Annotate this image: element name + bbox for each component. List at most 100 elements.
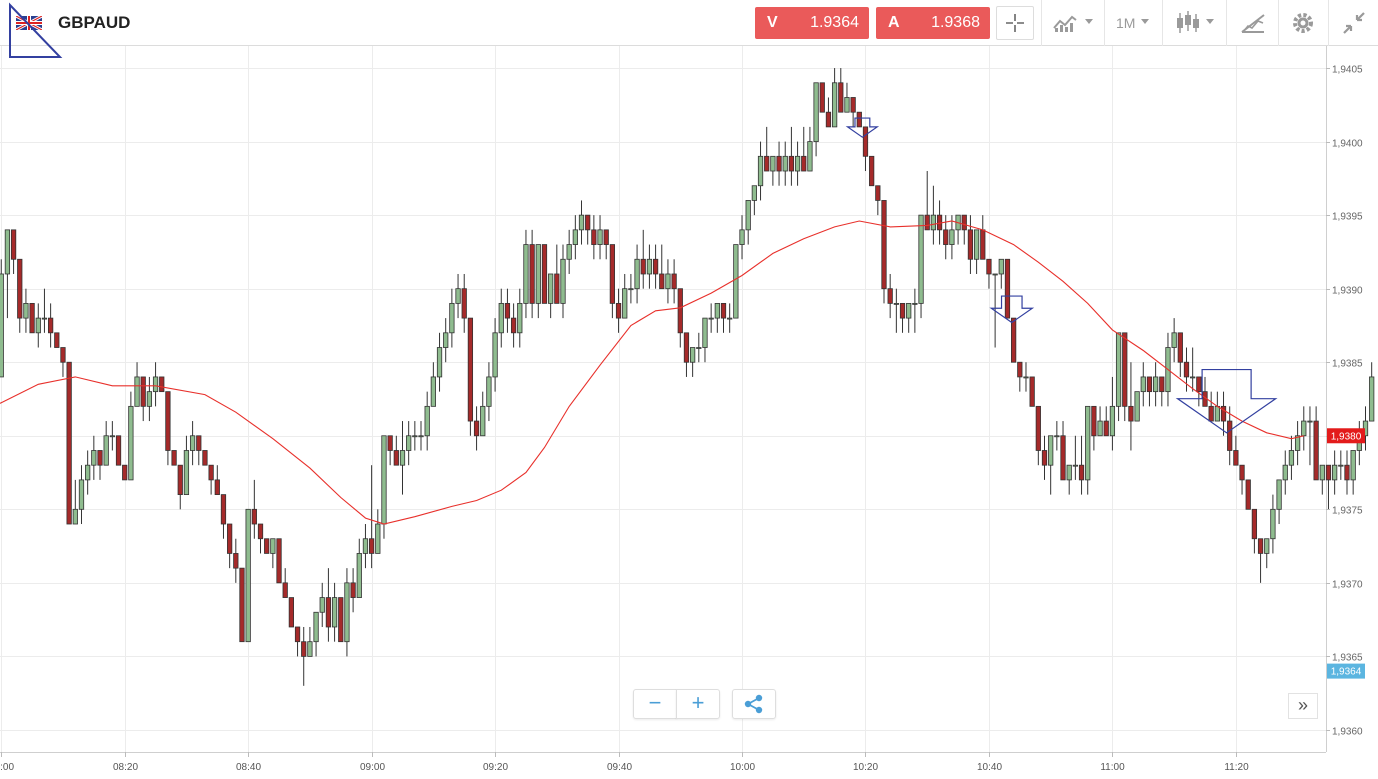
bear-candle-body bbox=[986, 258, 992, 275]
candle bbox=[387, 435, 393, 466]
bull-candle-body bbox=[1115, 332, 1122, 407]
bull-candle-body bbox=[319, 597, 325, 613]
bull-candle-body bbox=[751, 185, 757, 201]
sell-button[interactable]: V 1.9364 bbox=[755, 7, 869, 39]
indicators-button[interactable] bbox=[1050, 6, 1100, 40]
gear-icon bbox=[1293, 13, 1313, 33]
bear-candle-body bbox=[1257, 538, 1264, 554]
bull-candle-body bbox=[949, 229, 955, 245]
bear-candle-body bbox=[1239, 464, 1245, 481]
toolbar-separator bbox=[1328, 0, 1329, 46]
bull-candle-body bbox=[375, 523, 381, 554]
candle bbox=[1313, 406, 1319, 481]
bear-candle-body bbox=[1017, 361, 1023, 378]
candle bbox=[1017, 361, 1023, 392]
bull-candle-body bbox=[1319, 464, 1325, 481]
bull-candle-body bbox=[690, 347, 696, 363]
bull-candle-body bbox=[430, 376, 436, 407]
candle bbox=[1122, 332, 1128, 422]
bear-candle-body bbox=[788, 155, 795, 172]
bull-candle-body bbox=[399, 450, 406, 466]
candle bbox=[294, 626, 301, 657]
bull-candle-body bbox=[128, 405, 134, 481]
candle bbox=[708, 303, 714, 333]
bull-candle-body bbox=[412, 435, 418, 438]
candle bbox=[967, 215, 974, 274]
bull-candle-body bbox=[696, 347, 702, 349]
candle bbox=[1072, 435, 1078, 480]
candle bbox=[1245, 479, 1251, 510]
settings-button[interactable] bbox=[1284, 6, 1324, 40]
bull-candle-body bbox=[406, 435, 412, 451]
bear-candle-body bbox=[1103, 420, 1109, 437]
bull-candle-body bbox=[1214, 405, 1220, 422]
bull-candle-body bbox=[831, 82, 838, 128]
candle bbox=[1134, 391, 1140, 422]
bull-candle-body bbox=[548, 273, 554, 304]
bear-candle-body bbox=[1041, 450, 1048, 466]
candle bbox=[1233, 435, 1239, 466]
timeframe-dropdown[interactable]: 1M bbox=[1110, 6, 1158, 40]
x-tick-label: 09:20 bbox=[483, 762, 508, 773]
candle bbox=[1029, 376, 1035, 407]
bear-candle-body bbox=[510, 317, 517, 334]
bear-candle-body bbox=[850, 97, 856, 113]
candle bbox=[585, 214, 591, 245]
bull-candle-body bbox=[733, 244, 739, 319]
candle bbox=[893, 288, 899, 333]
bull-candle-body bbox=[331, 597, 338, 628]
bull-candle-body bbox=[739, 229, 745, 245]
x-tick-label: 08:00 bbox=[0, 762, 14, 773]
candle bbox=[510, 303, 517, 348]
zoom-out-button[interactable]: − bbox=[633, 689, 677, 719]
candle bbox=[591, 215, 597, 260]
candle bbox=[702, 317, 708, 363]
drawing-tools-button[interactable] bbox=[1234, 6, 1274, 40]
buy-letter: A bbox=[888, 14, 900, 31]
candle bbox=[671, 259, 677, 304]
bull-candle-body bbox=[745, 200, 751, 231]
crosshair-button[interactable] bbox=[996, 6, 1034, 40]
candle bbox=[1171, 318, 1177, 363]
bear-candle-body bbox=[1128, 405, 1134, 422]
bull-candle-body bbox=[535, 244, 541, 304]
zoom-in-button[interactable]: + bbox=[676, 689, 720, 719]
candle bbox=[764, 126, 770, 172]
candle bbox=[751, 185, 757, 216]
chart-type-button[interactable] bbox=[1170, 6, 1222, 40]
candle bbox=[467, 317, 474, 436]
candle bbox=[1344, 450, 1350, 495]
bull-candle-body bbox=[1282, 464, 1288, 481]
bull-candle-body bbox=[930, 214, 937, 231]
candle bbox=[480, 391, 486, 437]
candle bbox=[146, 376, 153, 422]
y-tick-label: 1,9390 bbox=[1332, 286, 1363, 297]
y-tick-label: 1,9385 bbox=[1332, 359, 1363, 370]
candle bbox=[776, 141, 782, 186]
share-button[interactable] bbox=[732, 689, 776, 719]
candle bbox=[251, 479, 257, 539]
candle bbox=[134, 362, 140, 407]
bull-candle-body bbox=[189, 435, 196, 451]
candle bbox=[1060, 421, 1066, 481]
bear-candle-body bbox=[1004, 258, 1011, 319]
bull-candle-body bbox=[597, 229, 603, 245]
bear-candle-body bbox=[338, 597, 344, 643]
candle bbox=[233, 538, 239, 583]
share-icon bbox=[744, 694, 763, 714]
candle bbox=[727, 303, 733, 333]
candle bbox=[109, 421, 115, 451]
bull-candle-body bbox=[41, 317, 48, 320]
bear-candle-body bbox=[227, 523, 233, 554]
candle bbox=[899, 302, 906, 333]
symbol-label: GBPAUD bbox=[58, 13, 131, 32]
candle bbox=[393, 435, 399, 466]
scroll-to-end-button[interactable]: » bbox=[1288, 693, 1318, 719]
fullscreen-button[interactable] bbox=[1334, 6, 1374, 40]
candle bbox=[1239, 464, 1245, 495]
bear-candle-body bbox=[17, 258, 23, 319]
bull-candle-body bbox=[1264, 538, 1270, 554]
candle bbox=[1190, 347, 1196, 392]
buy-button[interactable]: A 1.9368 bbox=[876, 7, 990, 39]
